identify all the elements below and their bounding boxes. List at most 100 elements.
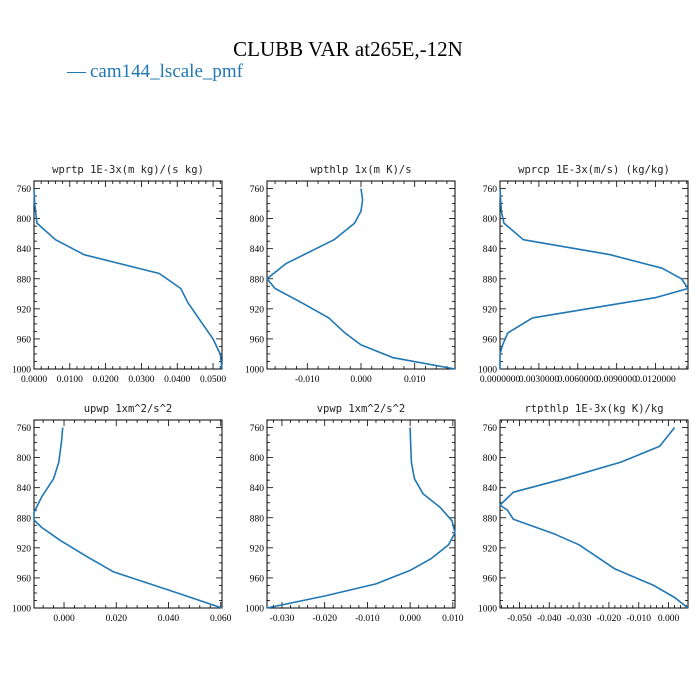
y-tick-label: 760 <box>17 185 32 195</box>
y-tick-label: 960 <box>17 574 32 584</box>
figure-title: CLUBB VAR at265E,-12N <box>233 37 463 61</box>
y-tick-label: 960 <box>250 574 265 584</box>
x-tick-label: 0.0000 <box>21 375 47 385</box>
y-tick-label: 880 <box>250 514 265 524</box>
y-tick-label: 880 <box>17 275 32 285</box>
series-line <box>499 188 689 369</box>
x-tick-label: 0.060 <box>210 614 232 624</box>
y-tick-label: 1000 <box>12 605 31 615</box>
y-tick-label: 760 <box>250 185 265 195</box>
x-tick-label: 0.0500 <box>200 375 226 385</box>
y-tick-label: 920 <box>250 305 265 315</box>
x-tick-label: -0.030 <box>270 614 295 624</box>
x-tick-label: 0.0120000 <box>635 375 676 385</box>
y-tick-label: 760 <box>483 424 498 434</box>
subplot-3: wprcp 1E-3x(m/s) (kg/kg) 760 800 840 880 920 9… <box>478 164 689 385</box>
y-tick-label: 840 <box>250 245 265 255</box>
y-tick-label: 1000 <box>12 366 31 376</box>
x-tick-label: 0.0300 <box>128 375 154 385</box>
subplot-grid: wprtp 1E-3x(m kg)/(s kg) 760 800 840 880 920 9… <box>12 164 689 624</box>
y-tick-label: 840 <box>250 484 265 494</box>
y-tick-label: 960 <box>17 335 32 345</box>
y-tick-label: 760 <box>17 424 32 434</box>
y-tick-label: 920 <box>483 305 498 315</box>
legend-label: cam144_lscale_pmf <box>90 61 244 82</box>
y-tick-label: 880 <box>483 514 498 524</box>
y-tick-label: 880 <box>483 275 498 285</box>
x-tick-label: 0.020 <box>106 614 128 624</box>
x-tick-label: 0.0100 <box>57 375 83 385</box>
y-tick-label: 920 <box>17 544 32 554</box>
plot-frame <box>266 419 456 609</box>
x-tick-label: 0.000 <box>350 375 372 385</box>
x-tick-label: 0.0200 <box>93 375 119 385</box>
subplot-4: upwp 1xm^2/s^2 760 800 840 880 920 960 1000 0.00… <box>12 403 232 624</box>
y-tick-label: 960 <box>250 335 265 345</box>
x-tick-label: -0.010 <box>626 614 651 624</box>
x-tick-label: 0.000 <box>53 614 75 624</box>
plot-frame <box>33 419 223 609</box>
subplot-title: wprcp 1E-3x(m/s) (kg/kg) <box>518 164 670 176</box>
x-tick-label: 0.0090000 <box>597 375 638 385</box>
subplot-1: wprtp 1E-3x(m kg)/(s kg) 760 800 840 880 920 9… <box>12 164 226 385</box>
series-line <box>33 427 223 609</box>
subplot-title: upwp 1xm^2/s^2 <box>84 403 173 415</box>
x-tick-label: 0.0060000 <box>558 375 599 385</box>
y-tick-label: 760 <box>483 185 498 195</box>
x-tick-label: 0.000 <box>658 614 680 624</box>
y-tick-label: 800 <box>483 215 498 225</box>
x-tick-label: -0.040 <box>537 614 562 624</box>
y-tick-label: 960 <box>483 335 498 345</box>
subplot-6: rtpthlp 1E-3x(kg K)/kg 760 800 840 880 920 960… <box>478 403 689 624</box>
x-tick-label: -0.030 <box>567 614 592 624</box>
series-line <box>499 427 689 609</box>
x-tick-label: -0.050 <box>507 614 532 624</box>
subplot-5: vpwp 1xm^2/s^2 760 800 840 880 920 960 1000 -0.0… <box>245 403 464 624</box>
plot-frame <box>499 419 689 609</box>
y-tick-label: 840 <box>17 484 32 494</box>
y-tick-label: 960 <box>483 574 498 584</box>
y-tick-label: 840 <box>483 484 498 494</box>
x-tick-label: 0.000 <box>399 614 421 624</box>
plot-frame <box>33 180 223 370</box>
y-tick-label: 760 <box>250 424 265 434</box>
x-tick-label: 0.010 <box>404 375 426 385</box>
plot-frame <box>499 180 689 370</box>
subplot-title: rtpthlp 1E-3x(kg K)/kg <box>524 403 663 415</box>
y-tick-label: 920 <box>17 305 32 315</box>
y-tick-label: 840 <box>483 245 498 255</box>
x-tick-label: 0.040 <box>158 614 180 624</box>
x-tick-label: 0.0400 <box>164 375 190 385</box>
x-tick-label: -0.010 <box>295 375 320 385</box>
y-tick-label: 840 <box>17 245 32 255</box>
x-tick-label: -0.010 <box>355 614 380 624</box>
y-tick-label: 800 <box>17 454 32 464</box>
y-tick-label: 920 <box>483 544 498 554</box>
series-line <box>266 427 456 609</box>
y-tick-label: 880 <box>250 275 265 285</box>
y-tick-label: 1000 <box>478 605 497 615</box>
x-tick-label: -0.020 <box>597 614 622 624</box>
legend: — cam144_lscale_pmf <box>66 61 244 82</box>
series-line <box>266 188 456 370</box>
x-tick-label: -0.020 <box>312 614 337 624</box>
subplot-title: wpthlp 1x(m K)/s <box>310 164 411 176</box>
y-tick-label: 880 <box>17 514 32 524</box>
subplot-title: vpwp 1xm^2/s^2 <box>317 403 406 415</box>
y-tick-label: 920 <box>250 544 265 554</box>
subplot-title: wprtp 1E-3x(m kg)/(s kg) <box>52 164 204 176</box>
y-tick-label: 800 <box>250 215 265 225</box>
subplot-2: wpthlp 1x(m K)/s 760 800 840 880 920 960 1000 -0… <box>245 164 456 385</box>
legend-line-symbol: — <box>66 61 87 82</box>
x-tick-label: 0.0000000 <box>480 375 521 385</box>
series-line <box>33 188 223 370</box>
y-tick-label: 800 <box>483 454 498 464</box>
x-tick-label: 0.010 <box>442 614 464 624</box>
y-tick-label: 1000 <box>245 366 264 376</box>
y-tick-label: 1000 <box>478 366 497 376</box>
y-tick-label: 1000 <box>245 605 264 615</box>
x-tick-label: 0.0030000 <box>519 375 560 385</box>
y-tick-label: 800 <box>17 215 32 225</box>
y-tick-label: 800 <box>250 454 265 464</box>
